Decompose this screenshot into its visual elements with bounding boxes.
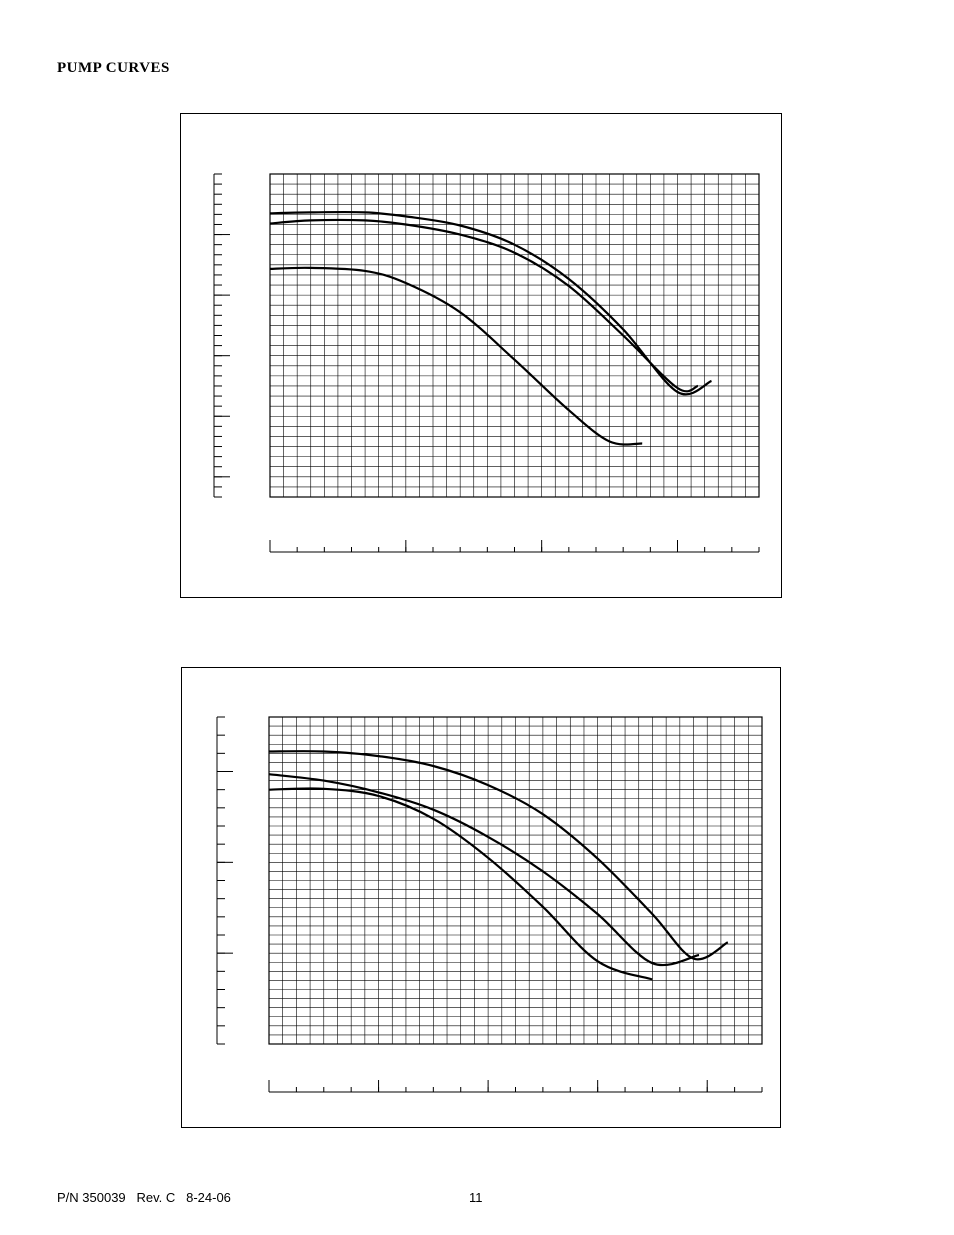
footer-page-number: 11 [469,1190,483,1205]
pump-curve-1 [269,210,713,396]
plot-frame [269,173,760,498]
pump-curve-chart-1-svg [213,173,760,553]
pump-curve-2 [268,773,700,967]
pump-curve-2 [269,218,699,393]
pump-curve-1 [268,750,729,961]
footer-part-number: P/N 350039 Rev. C 8-24-06 [57,1190,231,1205]
pump-curve-chart-2-svg [216,716,763,1093]
pump-curve-3 [268,787,653,981]
pump-curve-3 [269,266,643,446]
pump-curve-chart-2 [181,667,781,1128]
pump-curve-chart-1 [180,113,782,598]
plot-frame [268,716,763,1045]
section-title: PUMP CURVES [57,60,170,76]
